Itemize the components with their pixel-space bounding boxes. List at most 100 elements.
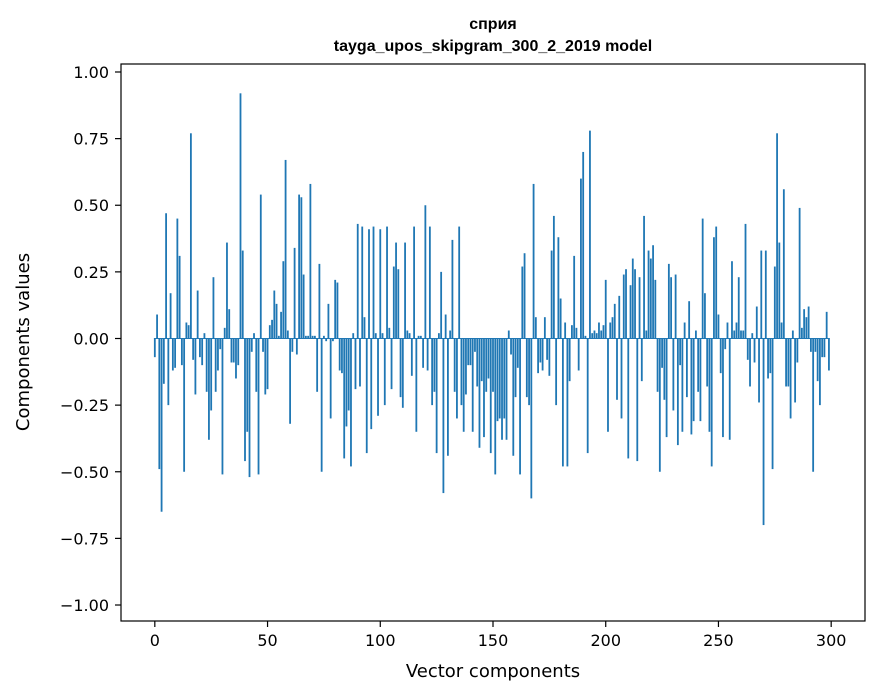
bar <box>350 338 352 467</box>
bar <box>706 338 709 387</box>
bar <box>692 338 695 422</box>
bar <box>309 183 312 339</box>
bar <box>803 309 806 339</box>
bar <box>809 338 812 352</box>
bar <box>440 271 443 339</box>
x-tick-label: 0 <box>150 631 160 650</box>
bar <box>347 338 350 411</box>
bar <box>228 309 231 339</box>
bar <box>780 322 783 339</box>
bar <box>343 338 346 459</box>
bar <box>230 338 233 363</box>
bar <box>776 133 778 339</box>
bar <box>293 247 296 339</box>
bar <box>458 226 461 339</box>
bar <box>598 322 600 339</box>
bar <box>410 338 413 376</box>
bar <box>658 338 661 472</box>
bar <box>381 333 384 339</box>
bar <box>419 335 422 339</box>
bar <box>726 322 729 339</box>
bar <box>192 338 195 360</box>
bar <box>672 338 675 411</box>
bar <box>665 338 668 438</box>
bar <box>219 338 222 350</box>
bar <box>431 338 434 406</box>
bar <box>697 338 700 392</box>
bar <box>153 338 156 358</box>
bar <box>643 215 645 339</box>
bar <box>212 277 215 339</box>
bar <box>539 338 542 363</box>
chart-title: сприя <box>469 16 517 33</box>
bar <box>505 338 508 440</box>
bar <box>616 338 618 400</box>
bar <box>374 333 377 339</box>
bar <box>417 335 420 339</box>
y-tick-label: 0.25 <box>73 263 109 282</box>
bar <box>262 338 264 352</box>
bar <box>494 338 497 475</box>
y-tick-label: 1.00 <box>73 63 109 82</box>
bar <box>404 242 406 339</box>
bar <box>785 338 787 387</box>
y-tick-label: 0.75 <box>73 130 109 149</box>
x-tick-label: 300 <box>816 631 847 650</box>
bar <box>634 269 636 339</box>
bar <box>552 215 555 339</box>
bar <box>241 250 244 339</box>
x-tick-label: 100 <box>365 631 396 650</box>
bar <box>582 151 585 339</box>
bar <box>575 327 578 339</box>
bar <box>489 338 492 454</box>
bar <box>397 269 400 339</box>
bar <box>737 277 740 339</box>
bar <box>408 333 411 339</box>
bar <box>685 338 688 398</box>
bar <box>670 277 673 339</box>
bar <box>715 226 718 339</box>
y-tick-label: 0.50 <box>73 196 109 215</box>
bar <box>300 197 303 339</box>
bar <box>819 338 821 406</box>
bar <box>528 338 530 406</box>
y-tick-label: −0.25 <box>60 396 109 415</box>
bar <box>559 298 562 339</box>
bar <box>189 133 192 339</box>
bar <box>746 338 749 360</box>
bar <box>334 279 337 339</box>
bar <box>593 330 596 339</box>
bar <box>336 282 339 339</box>
bar <box>713 237 715 339</box>
bar <box>399 338 402 398</box>
bar <box>271 319 273 339</box>
bar <box>699 338 702 422</box>
bar <box>690 338 693 435</box>
bar <box>543 317 546 339</box>
bar <box>338 338 341 371</box>
bar <box>550 250 553 339</box>
bar <box>613 303 616 339</box>
bar <box>688 301 691 339</box>
bar <box>275 303 278 339</box>
bar <box>789 338 792 419</box>
bar <box>740 330 742 339</box>
bar <box>320 338 323 472</box>
bar <box>327 303 330 339</box>
bar <box>354 338 357 390</box>
bar <box>176 218 179 339</box>
bar <box>205 338 208 392</box>
bar <box>406 330 409 339</box>
bar <box>519 338 521 475</box>
bar <box>487 338 490 379</box>
bar <box>656 338 659 392</box>
bar <box>162 338 165 384</box>
bar <box>365 338 368 454</box>
bar <box>724 338 727 350</box>
bar <box>735 322 738 339</box>
bar <box>453 338 456 392</box>
bar <box>325 338 328 342</box>
bar <box>627 338 630 459</box>
bar <box>566 338 569 467</box>
bar <box>239 93 242 339</box>
